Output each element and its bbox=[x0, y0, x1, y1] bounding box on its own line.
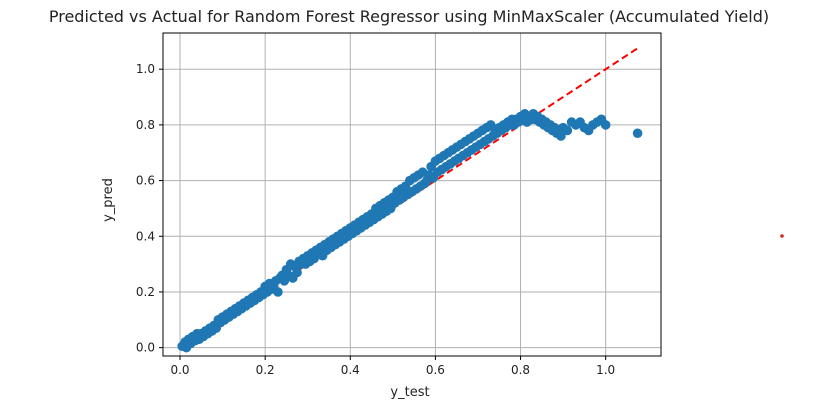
y-tick-label-3: 0.6 bbox=[136, 174, 155, 188]
annotation-dot bbox=[780, 234, 784, 238]
y-tick-label-4: 0.8 bbox=[136, 118, 155, 132]
y-ticks: 0.0 0.2 0.4 0.6 0.8 1.0 bbox=[136, 62, 163, 355]
x-tick-label-1: 0.2 bbox=[256, 363, 275, 377]
y-tick-label-0: 0.0 bbox=[136, 341, 155, 355]
data-point-181 bbox=[562, 125, 573, 136]
data-point-190 bbox=[600, 120, 611, 130]
y-tick-label-1: 0.2 bbox=[136, 285, 155, 299]
chart-title: Predicted vs Actual for Random Forest Re… bbox=[49, 7, 769, 26]
y-tick-label-2: 0.4 bbox=[136, 229, 155, 243]
x-tick-label-0: 0.0 bbox=[170, 363, 189, 377]
x-tick-label-3: 0.6 bbox=[426, 363, 445, 377]
x-tick-label-5: 1.0 bbox=[596, 363, 615, 377]
axes-layer bbox=[162, 32, 662, 357]
x-tick-label-2: 0.4 bbox=[341, 363, 360, 377]
y-tick-label-5: 1.0 bbox=[136, 62, 155, 76]
grid-layer bbox=[163, 33, 661, 356]
data-point-191 bbox=[632, 128, 643, 139]
plot-frame bbox=[162, 32, 662, 357]
data-point-179 bbox=[556, 131, 566, 141]
data-point-55 bbox=[292, 267, 302, 278]
points-layer bbox=[177, 108, 643, 353]
y-axis-label: y_pred bbox=[101, 178, 116, 222]
data-point-46 bbox=[273, 287, 283, 297]
x-tick-label-4: 0.8 bbox=[511, 363, 530, 377]
x-axis-label: y_test bbox=[390, 385, 429, 400]
x-ticks: 0.0 0.2 0.4 0.6 0.8 1.0 bbox=[170, 356, 615, 377]
